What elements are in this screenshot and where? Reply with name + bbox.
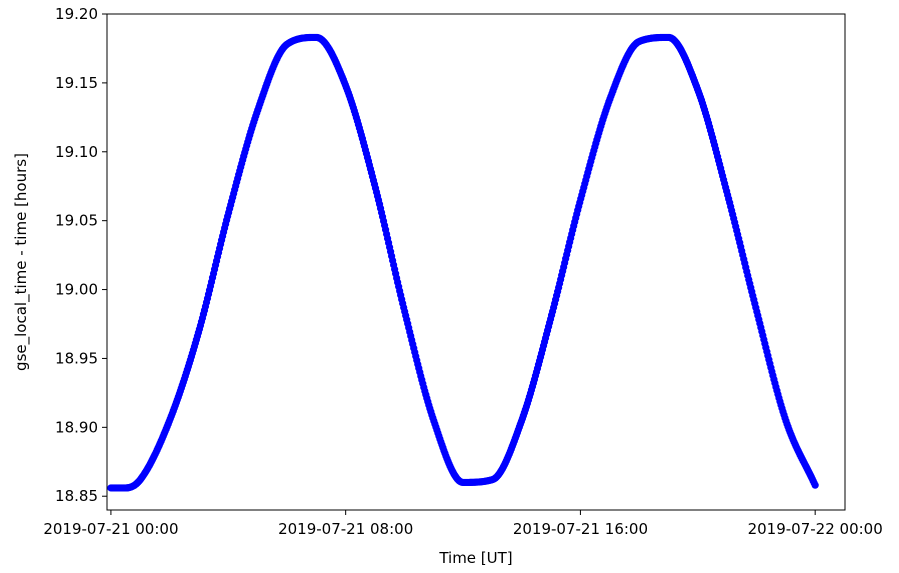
y-axis-label: gse_local_time - time [hours] (12, 153, 31, 371)
x-axis-ticks: 2019-07-21 00:00 2019-07-21 08:00 2019-07-… (43, 510, 883, 538)
y-axis-ticks: 18.85 18.90 18.95 19.00 19.05 19.10 19.15 19.20 (55, 5, 107, 505)
x-tick-label: 2019-07-21 16:00 (513, 520, 648, 538)
y-tick-label: 18.85 (55, 487, 98, 505)
y-tick-label: 18.95 (55, 349, 98, 367)
data-point (811, 481, 819, 489)
y-tick-label: 19.10 (55, 143, 98, 161)
plot-area-frame (106, 13, 846, 511)
series-layer (107, 33, 819, 492)
x-tick-label: 2019-07-22 00:00 (748, 520, 883, 538)
y-tick-label: 19.00 (55, 281, 98, 299)
x-tick-label: 2019-07-21 00:00 (43, 520, 178, 538)
y-tick-label: 19.15 (55, 74, 98, 92)
x-tick-label: 2019-07-21 08:00 (278, 520, 413, 538)
y-tick-label: 19.05 (55, 212, 98, 230)
x-axis-label: Time [UT] (438, 549, 512, 567)
y-tick-label: 18.90 (55, 418, 98, 436)
y-tick-label: 19.20 (55, 5, 98, 23)
